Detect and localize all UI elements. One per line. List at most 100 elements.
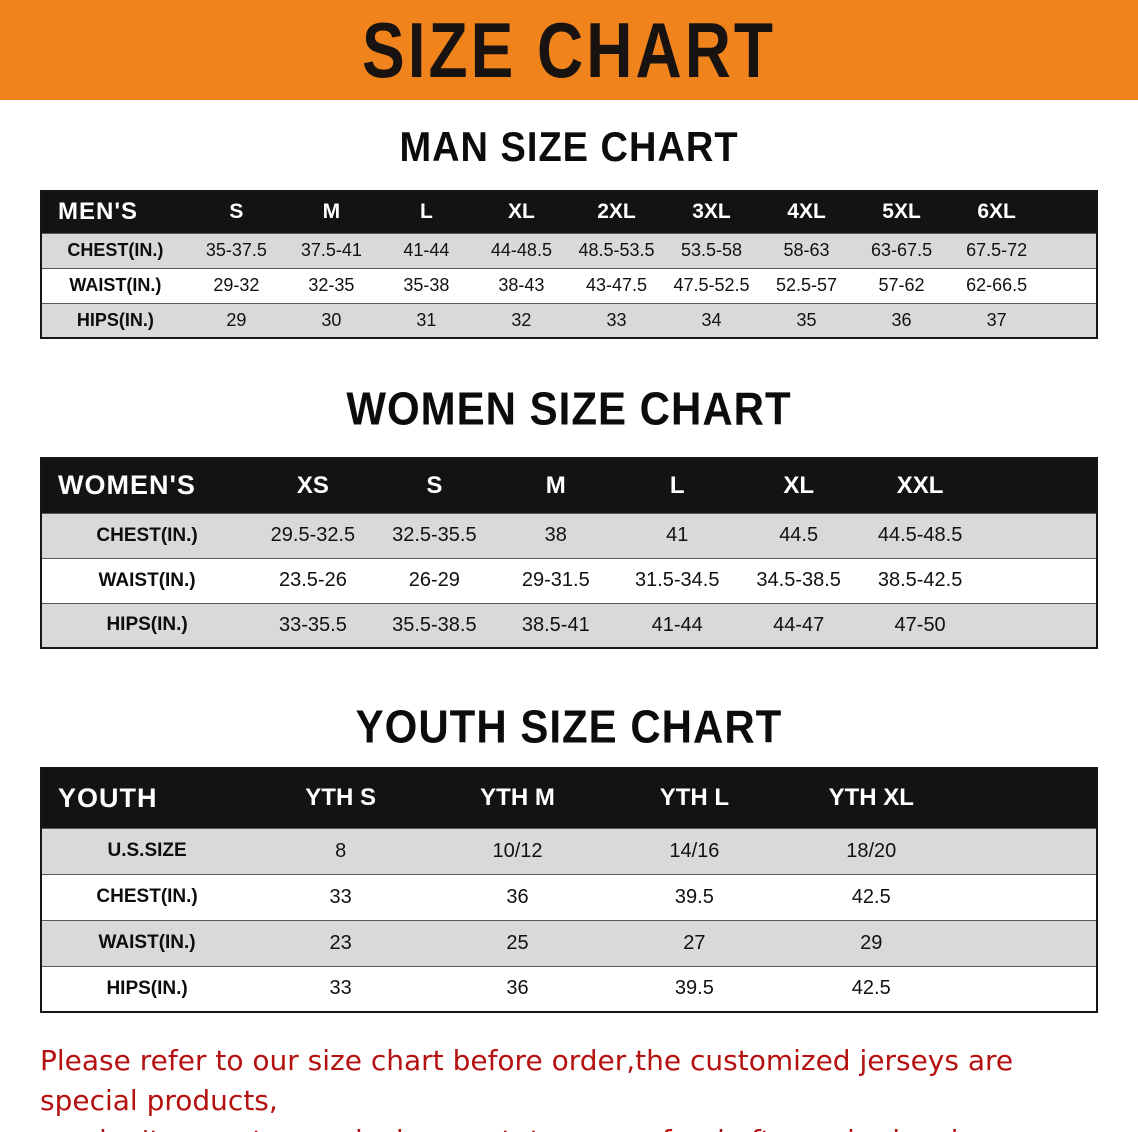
table-header-row: MEN'S S M L XL 2XL 3XL 4XL 5XL 6XL: [41, 191, 1097, 233]
size-value-cell: 42.5: [782, 873, 960, 920]
row-label-cell: HIPS(IN.): [41, 602, 253, 648]
table-header-row: YOUTH YTH S YTH M YTH L YTH XL: [41, 768, 1097, 828]
size-column-header: 2XL: [568, 191, 664, 233]
size-value-cell: 31.5-34.5: [616, 557, 738, 603]
youth-size-table: YOUTH YTH S YTH M YTH L YTH XL U.S.SIZE 8 10/12…: [40, 767, 1098, 1013]
size-value-cell: 48.5-53.5: [568, 232, 664, 268]
size-value-cell: 35.5-38.5: [373, 602, 496, 648]
spacer-cell: [1044, 302, 1097, 338]
size-value-cell: 10/12: [429, 827, 606, 874]
size-value-cell: 44.5-48.5: [859, 512, 981, 558]
size-value-cell: 41-44: [616, 602, 738, 648]
size-value-cell: 23.5-26: [252, 557, 374, 603]
size-value-cell: 53.5-58: [663, 232, 760, 268]
size-value-cell: 58-63: [759, 232, 855, 268]
spacer-cell: [1044, 191, 1097, 233]
size-column-header: S: [188, 191, 284, 233]
spacer-cell: [959, 919, 1097, 966]
size-column-header: S: [373, 458, 496, 513]
size-value-cell: 34.5-38.5: [737, 557, 860, 603]
size-value-cell: 35: [759, 302, 855, 338]
size-value-cell: 35-38: [378, 267, 474, 303]
youth-section-heading: YOUTH SIZE CHART: [355, 700, 783, 753]
row-label-cell: WAIST(IN.): [41, 557, 253, 603]
table-row: CHEST(IN.) 35-37.5 37.5-41 41-44 44-48.5 48.5…: [41, 232, 1097, 268]
size-value-cell: 39.5: [605, 965, 783, 1012]
size-value-cell: 25: [429, 919, 606, 966]
size-value-cell: 57-62: [854, 267, 950, 303]
size-value-cell: 18/20: [782, 827, 960, 874]
size-value-cell: 37: [949, 302, 1045, 338]
size-value-cell: 38.5-41: [495, 602, 617, 648]
size-value-cell: 29-31.5: [495, 557, 617, 603]
spacer-cell: [959, 873, 1097, 920]
men-section-heading: MAN SIZE CHART: [399, 124, 739, 172]
size-value-cell: 36: [429, 873, 606, 920]
size-value-cell: 29: [782, 919, 960, 966]
size-value-cell: 31: [378, 302, 474, 338]
youth-size-section: YOUTH SIZE CHART YOUTH YTH S YTH M YTH L YTH…: [0, 700, 1138, 1013]
table-row: HIPS(IN.) 29 30 31 32 33 34 35 36 37: [41, 302, 1097, 338]
spacer-cell: [959, 768, 1097, 828]
size-value-cell: 36: [429, 965, 606, 1012]
row-label-cell: WAIST(IN.): [41, 267, 189, 303]
disclaimer: Please refer to our size chart before or…: [40, 1041, 1100, 1132]
size-value-cell: 38.5-42.5: [859, 557, 981, 603]
size-value-cell: 42.5: [782, 965, 960, 1012]
table-row: CHEST(IN.) 29.5-32.5 32.5-35.5 38 41 44.5 44.5…: [41, 512, 1097, 558]
size-value-cell: 37.5-41: [283, 232, 379, 268]
row-label-cell: CHEST(IN.): [41, 873, 253, 920]
size-value-cell: 63-67.5: [854, 232, 950, 268]
size-value-cell: 32-35: [283, 267, 379, 303]
size-column-header: YTH XL: [782, 768, 960, 828]
size-value-cell: 29-32: [188, 267, 284, 303]
table-row: CHEST(IN.) 33 36 39.5 42.5: [41, 873, 1097, 920]
size-column-header: XL: [737, 458, 860, 513]
size-value-cell: 62-66.5: [949, 267, 1045, 303]
size-value-cell: 44.5: [737, 512, 860, 558]
size-value-cell: 32.5-35.5: [373, 512, 496, 558]
size-value-cell: 36: [854, 302, 950, 338]
size-value-cell: 33: [252, 965, 430, 1012]
row-label-cell: U.S.SIZE: [41, 827, 253, 874]
spacer-cell: [1044, 232, 1097, 268]
size-column-header: 6XL: [949, 191, 1045, 233]
size-column-header: XL: [473, 191, 569, 233]
size-chart-banner: SIZE CHART: [0, 0, 1138, 100]
size-value-cell: 67.5-72: [949, 232, 1045, 268]
row-label-cell: HIPS(IN.): [41, 965, 253, 1012]
spacer-cell: [980, 557, 1097, 603]
men-size-section: MAN SIZE CHART MEN'S S M L XL 2XL 3XL 4XL 5XL 6XL…: [0, 124, 1138, 339]
table-row: WAIST(IN.) 23 25 27 29: [41, 919, 1097, 966]
size-value-cell: 8: [252, 827, 430, 874]
size-value-cell: 32: [473, 302, 569, 338]
size-value-cell: 33-35.5: [252, 602, 374, 648]
size-column-header: L: [378, 191, 474, 233]
size-column-header: L: [616, 458, 738, 513]
size-value-cell: 30: [283, 302, 379, 338]
size-value-cell: 23: [252, 919, 430, 966]
spacer-cell: [959, 965, 1097, 1012]
disclaimer-line-1: Please refer to our size chart before or…: [40, 1044, 1014, 1117]
women-section-heading: WOMEN SIZE CHART: [346, 382, 792, 435]
size-value-cell: 41: [616, 512, 738, 558]
row-label-cell: HIPS(IN.): [41, 302, 189, 338]
size-column-header: XS: [252, 458, 374, 513]
size-value-cell: 33: [568, 302, 664, 338]
size-value-cell: 38: [495, 512, 617, 558]
size-value-cell: 35-37.5: [188, 232, 284, 268]
spacer-cell: [980, 602, 1097, 648]
spacer-cell: [980, 458, 1097, 513]
size-value-cell: 38-43: [473, 267, 569, 303]
men-size-table: MEN'S S M L XL 2XL 3XL 4XL 5XL 6XL CHEST(IN.) 35-37…: [40, 190, 1098, 339]
table-row: U.S.SIZE 8 10/12 14/16 18/20: [41, 827, 1097, 874]
size-column-header: 3XL: [663, 191, 760, 233]
size-column-header: YTH M: [429, 768, 606, 828]
table-title-cell: MEN'S: [41, 191, 189, 233]
table-row: WAIST(IN.) 23.5-26 26-29 29-31.5 31.5-34.5 34…: [41, 557, 1097, 603]
size-value-cell: 52.5-57: [759, 267, 855, 303]
size-value-cell: 29: [188, 302, 284, 338]
row-label-cell: WAIST(IN.): [41, 919, 253, 966]
size-value-cell: 43-47.5: [568, 267, 664, 303]
